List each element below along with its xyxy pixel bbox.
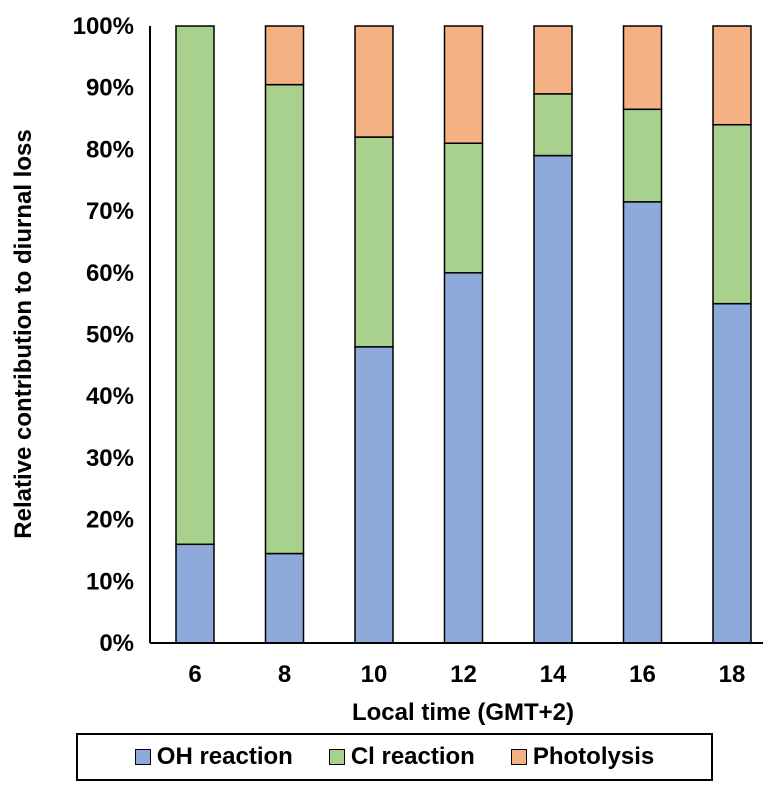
legend-item: Photolysis [510, 743, 655, 771]
bar-segment [533, 154, 573, 644]
x-tick-label: 10 [361, 661, 388, 688]
stacked-bar-chart: 0% 10% 20% 30% 40% 50% 60% 70% 80% 90% 100% 6 8 10 12… [10, 13, 763, 725]
y-tick-label: 0% [99, 630, 134, 657]
legend-label: Photolysis [532, 743, 655, 770]
y-tick-label: 90% [86, 75, 134, 102]
bars-layer [175, 25, 752, 644]
bar-segment [712, 25, 752, 126]
legend-item: OH reaction [134, 743, 293, 771]
x-tick-labels: 6 8 10 12 14 16 18 [188, 661, 745, 688]
y-tick-label: 30% [86, 445, 134, 472]
legend-swatch [328, 749, 345, 765]
x-tick-label: 6 [188, 661, 201, 688]
legend-label: Cl reaction [350, 743, 475, 770]
y-axis-title: Relative contribution to diurnal loss [10, 129, 37, 538]
x-tick-label: 16 [629, 661, 656, 688]
bar-segment [264, 552, 305, 644]
y-tick-label: 40% [86, 383, 134, 410]
legend-swatch [134, 749, 151, 765]
bar-segment [264, 25, 305, 86]
legend-swatch [510, 749, 527, 765]
bar-segment [533, 93, 573, 157]
legend: OH reaction Cl reaction Photolysis [76, 733, 713, 781]
y-tick-labels: 0% 10% 20% 30% 40% 50% 60% 70% 80% 90% 100% [73, 13, 134, 657]
bar-segment [354, 136, 394, 348]
x-tick-label: 8 [278, 661, 291, 688]
bar-segment [443, 142, 484, 274]
legend-label: OH reaction [156, 743, 293, 770]
bar-segment [264, 83, 305, 555]
y-tick-label: 80% [86, 136, 134, 163]
bar-segment [354, 25, 394, 138]
axes-layer [149, 26, 763, 644]
x-tick-label: 12 [450, 661, 477, 688]
legend-item: Cl reaction [328, 743, 475, 771]
bar-segment [443, 25, 484, 144]
bar-segment [622, 108, 663, 203]
x-axis-title: Local time (GMT+2) [352, 699, 574, 725]
bar-segment [354, 346, 394, 644]
bar-segment [533, 25, 573, 95]
y-tick-label: 70% [86, 198, 134, 225]
bar-segment [712, 302, 752, 644]
bar-segment [175, 543, 215, 644]
y-tick-label: 60% [86, 260, 134, 287]
bar-segment [622, 201, 663, 644]
y-tick-label: 50% [86, 322, 134, 349]
bar-segment [622, 25, 663, 111]
y-tick-label: 20% [86, 507, 134, 534]
x-tick-label: 14 [540, 661, 567, 688]
bar-segment [712, 123, 752, 305]
y-tick-label: 10% [86, 568, 134, 595]
y-tick-label: 100% [73, 13, 134, 40]
x-tick-label: 18 [719, 661, 746, 688]
bar-segment [175, 25, 215, 546]
bar-segment [443, 272, 484, 644]
